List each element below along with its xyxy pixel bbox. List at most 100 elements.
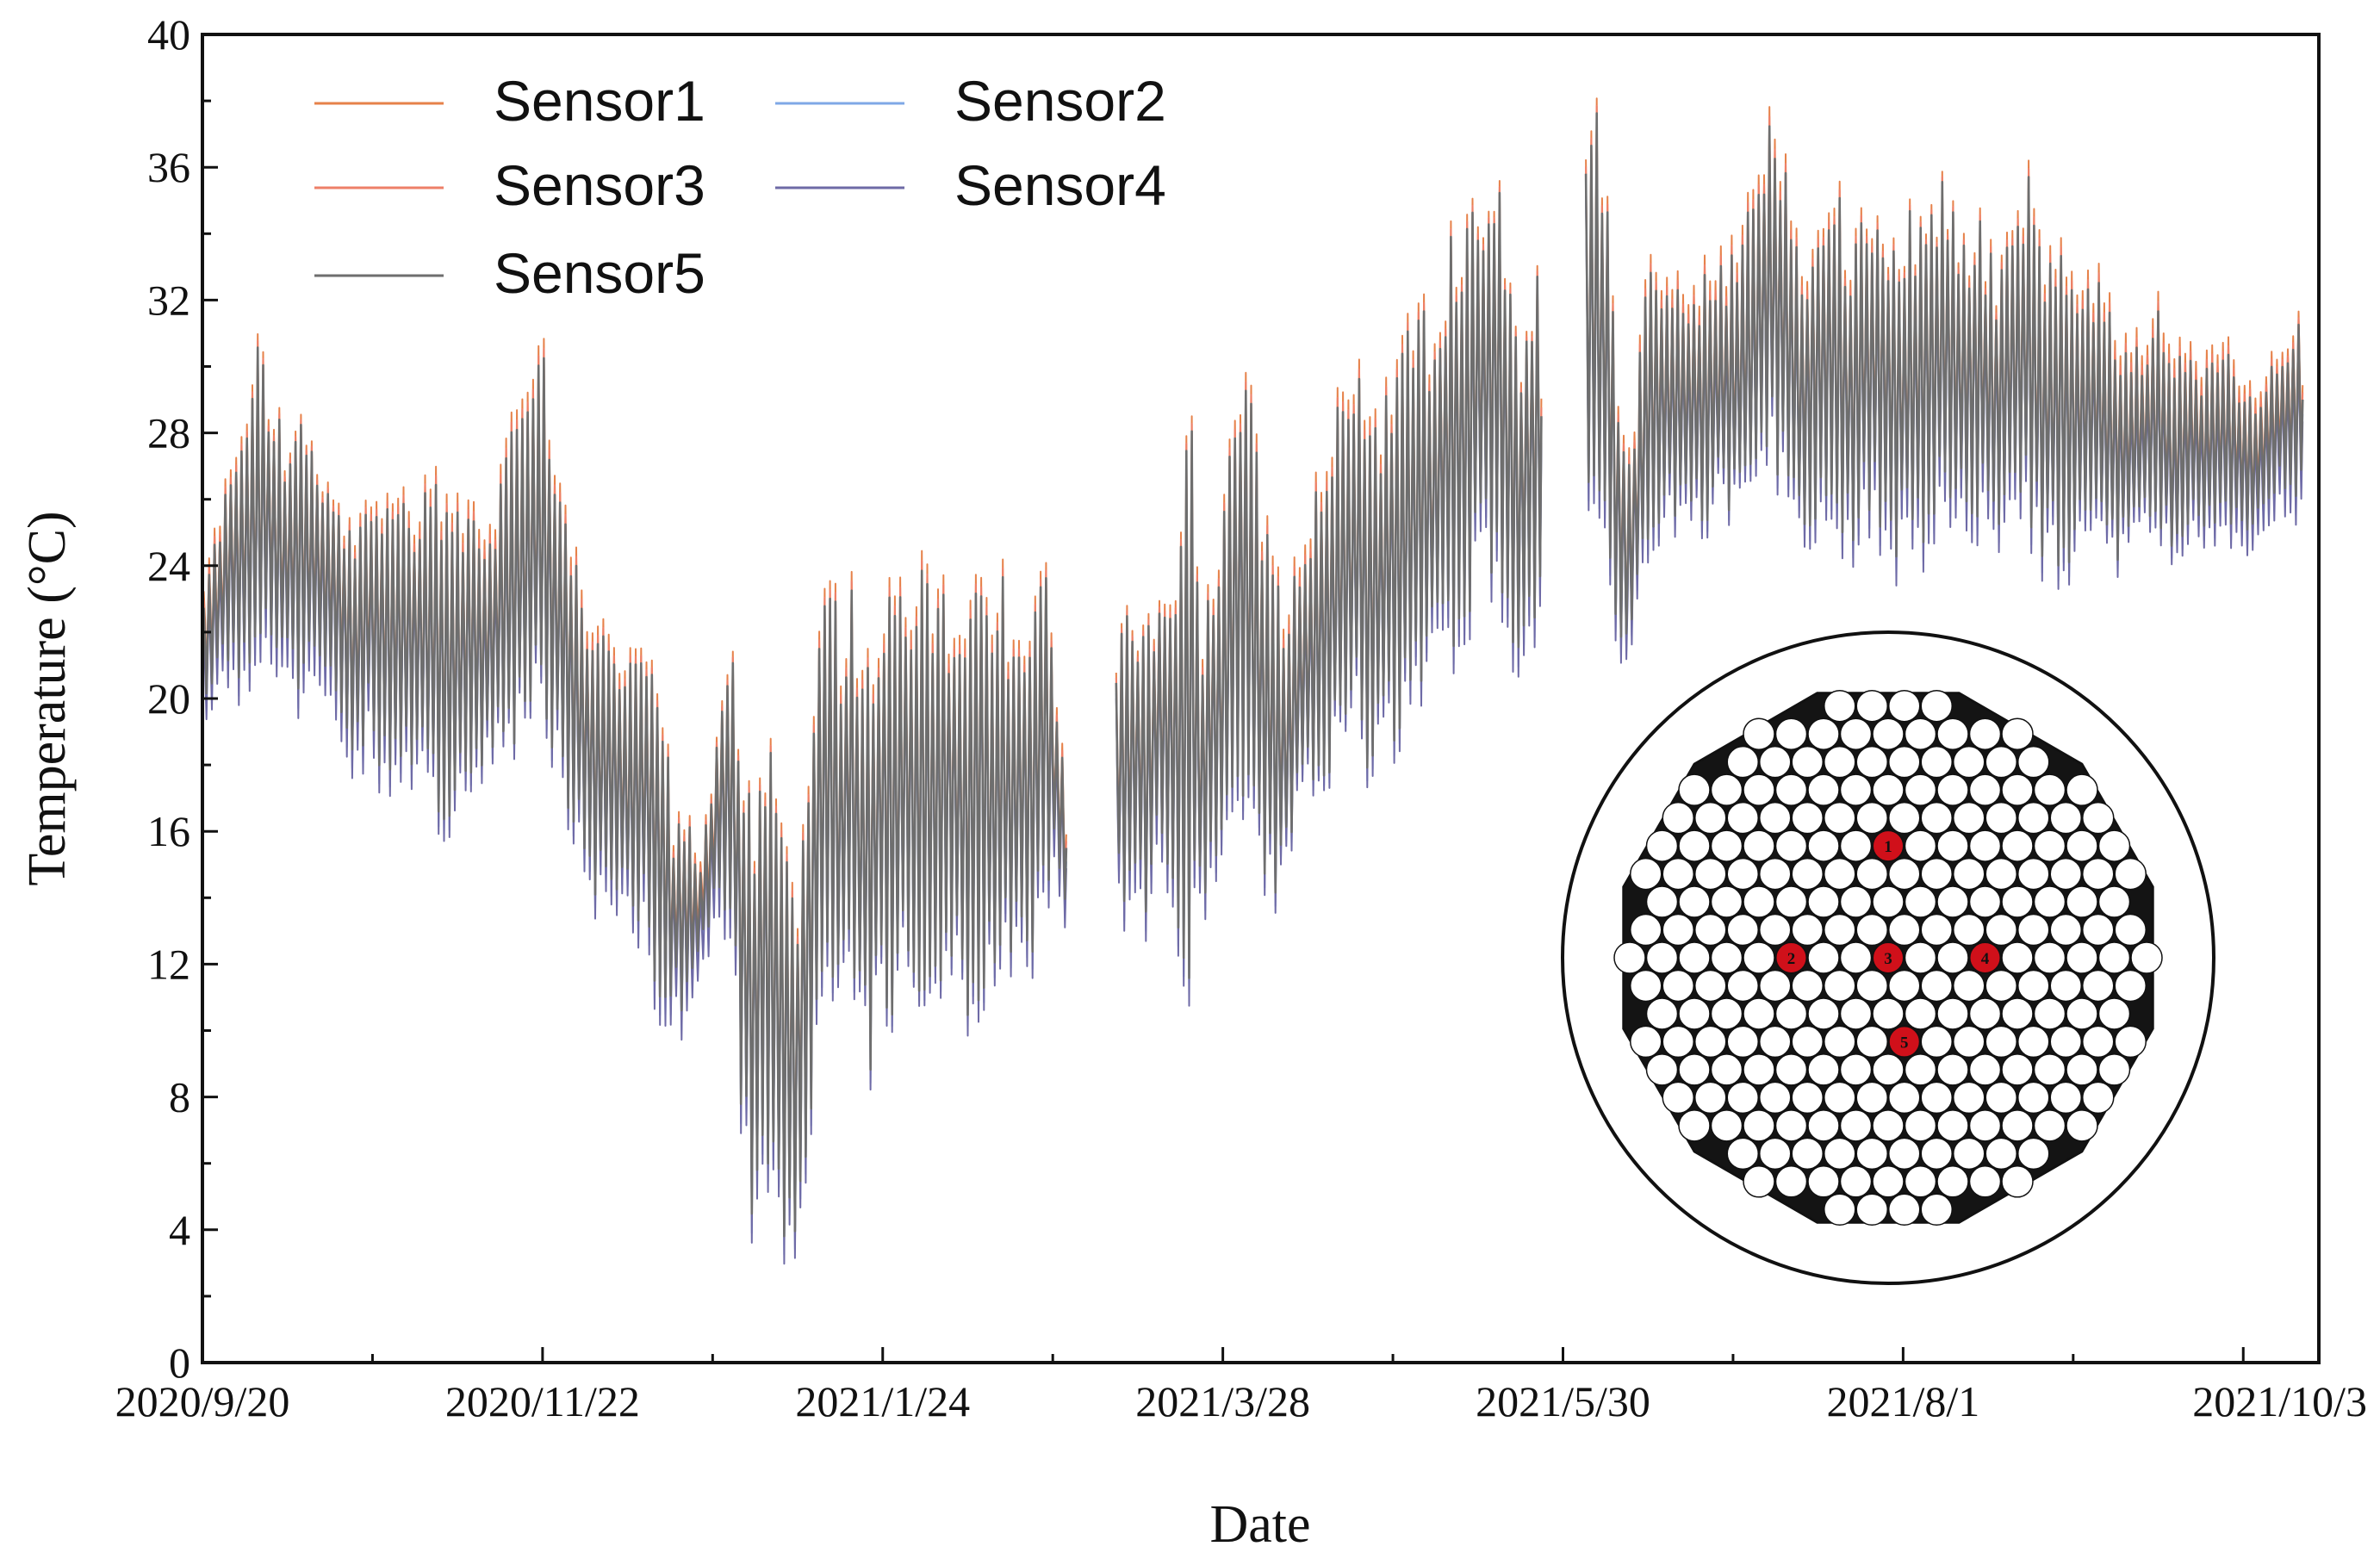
conductor-strand — [1888, 1081, 1921, 1115]
conductor-strand — [1678, 1053, 1711, 1086]
conductor-strand — [2097, 829, 2131, 862]
sensor-marker-5 — [1887, 1025, 1921, 1059]
conductor-strand — [1645, 1053, 1679, 1086]
conductor-strand — [1920, 1025, 1953, 1059]
conductor-strand — [1920, 913, 1953, 947]
conductor-strand — [1710, 773, 1743, 806]
y-tick-label: 20 — [147, 674, 190, 723]
y-axis-title: Temperature (°C) — [18, 511, 77, 885]
y-tick-label: 16 — [147, 807, 190, 855]
conductor-strand — [1855, 913, 1888, 947]
conductor-strand — [1920, 1081, 1953, 1115]
conductor-strand — [1888, 913, 1921, 947]
conductor-strand — [1855, 1193, 1888, 1227]
conductor-strand — [1645, 829, 1679, 862]
conductor-strand — [2097, 885, 2131, 918]
conductor-strand — [1968, 773, 2002, 806]
conductor-strand — [1936, 997, 1969, 1030]
conductor-strand — [1953, 1137, 1985, 1171]
conductor-strand — [1678, 997, 1711, 1030]
conductor-strand — [1985, 801, 2017, 835]
conductor-strand — [1710, 997, 1743, 1030]
conductor-strand — [1824, 913, 1856, 947]
conductor-strand — [2001, 1053, 2034, 1086]
conductor-strand — [1855, 801, 1888, 835]
conductor-strand — [1726, 745, 1759, 779]
conductor-strand — [2097, 941, 2131, 974]
conductor-strand — [2001, 829, 2034, 862]
conductor-strand — [1920, 1193, 1953, 1227]
conductor-strand — [1985, 745, 2017, 779]
y-tick-label: 28 — [147, 409, 190, 457]
conductor-strand — [1807, 885, 1840, 918]
conductor-strand — [2017, 1081, 2050, 1115]
conductor-strand — [1743, 773, 1775, 806]
conductor-strand — [1855, 1137, 1888, 1171]
conductor-strand — [1936, 1053, 1969, 1086]
sensor-marker-label: 3 — [1884, 950, 1892, 968]
conductor-strand — [1807, 1109, 1840, 1142]
conductor-strand — [1872, 1109, 1905, 1142]
conductor-strand — [2033, 1109, 2066, 1142]
x-tick-label: 2020/11/22 — [445, 1377, 640, 1425]
conductor-strand — [1824, 1193, 1856, 1227]
conductor-strand — [1855, 969, 1888, 1003]
conductor-strand — [1872, 1053, 1905, 1086]
conductor-strand — [2033, 885, 2066, 918]
conductor-strand — [1855, 689, 1888, 723]
conductor-strand — [1968, 1109, 2002, 1142]
conductor-strand — [1774, 1109, 1808, 1142]
conductor-strand — [1904, 1165, 1937, 1198]
conductor-strand — [2049, 913, 2082, 947]
conductor-strand — [1678, 941, 1711, 974]
legend: Sensor1 Sensor2 Sensor3 Sensor4 Sensor5 — [314, 69, 1166, 305]
conductor-strand — [1743, 717, 1775, 750]
sensor-marker-4 — [1968, 941, 2002, 974]
conductor-strand — [2066, 829, 2098, 862]
conductor-strand — [1904, 997, 1937, 1030]
conductor-strand — [1807, 829, 1840, 862]
sensor-marker-label: 4 — [1981, 950, 1990, 968]
conductor-strand — [1855, 1081, 1888, 1115]
conductor-strand — [1824, 689, 1856, 723]
conductor-strand — [2033, 829, 2066, 862]
conductor-strand — [1824, 1025, 1856, 1059]
conductor-strand — [1904, 885, 1937, 918]
conductor-strand — [1855, 857, 1888, 891]
conductor-strand — [1936, 717, 1969, 750]
conductor-strand — [1759, 745, 1792, 779]
conductor-strand — [2001, 773, 2034, 806]
x-tick-label: 2021/1/24 — [795, 1377, 970, 1425]
conductor-strand — [1968, 717, 2002, 750]
conductor-strand — [2001, 1109, 2034, 1142]
conductor-strand — [2049, 1081, 2082, 1115]
conductor-strand — [1630, 969, 1662, 1003]
conductor-strand — [1774, 829, 1808, 862]
conductor-strand — [2082, 857, 2115, 891]
conductor-strand — [1791, 1025, 1824, 1059]
conductor-strand — [1807, 773, 1840, 806]
conductor-strand — [2017, 913, 2050, 947]
conductor-strand — [1710, 885, 1743, 918]
conductor-strand — [2017, 745, 2050, 779]
y-tick-label: 32 — [147, 276, 190, 324]
conductor-strand — [1985, 1025, 2017, 1059]
conductor-strand — [2082, 801, 2115, 835]
conductor-strand — [2033, 941, 2066, 974]
conductor-strand — [1678, 773, 1711, 806]
conductor-strand — [1759, 1025, 1792, 1059]
conductor-strand — [1791, 913, 1824, 947]
conductor-strand — [2082, 1081, 2115, 1115]
x-tick-label: 2021/8/1 — [1826, 1377, 1979, 1425]
conductor-strand — [1920, 745, 1953, 779]
legend-label-sensor2: Sensor2 — [954, 69, 1166, 133]
conductor-strand — [1774, 1053, 1808, 1086]
conductor-strand — [2033, 773, 2066, 806]
conductor-strand — [1807, 1165, 1840, 1198]
conductor-strand — [1743, 997, 1775, 1030]
conductor-strand — [1694, 857, 1727, 891]
x-tick-label: 2021/10/3 — [2192, 1377, 2367, 1425]
conductor-strand — [1953, 1081, 1985, 1115]
